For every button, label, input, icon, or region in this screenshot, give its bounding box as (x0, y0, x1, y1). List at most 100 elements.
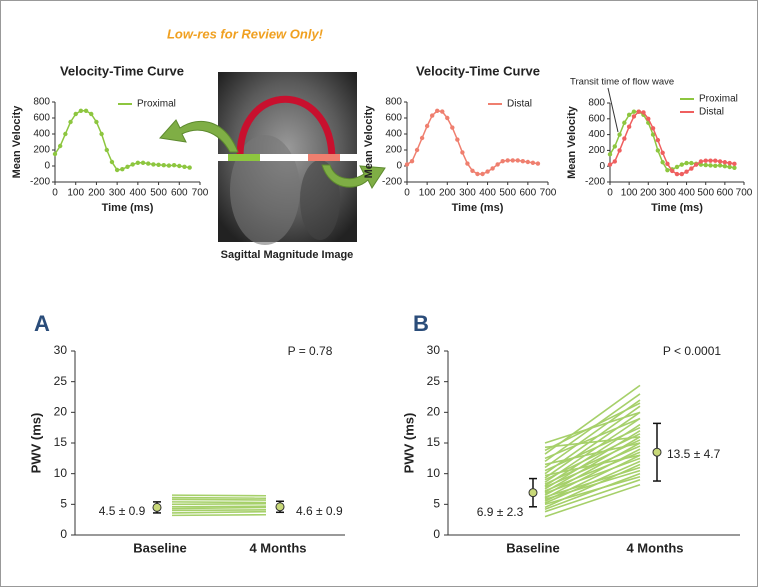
data-point (99, 131, 104, 137)
data-point (689, 160, 694, 166)
data-point (684, 169, 689, 174)
x-tick-label: 400 (678, 188, 695, 199)
x-tick-label: 0 (52, 188, 58, 199)
data-point (490, 166, 495, 171)
data-point (177, 163, 182, 169)
data-point (722, 160, 728, 165)
y-tick-label: 20 (54, 405, 68, 419)
data-point (156, 162, 161, 167)
subject-line (544, 402, 641, 452)
data-point (480, 171, 485, 177)
subject-line (171, 494, 267, 497)
data-point (140, 160, 146, 165)
x-tick-label: Baseline (506, 540, 559, 555)
data-point (445, 115, 450, 121)
data-point (450, 125, 455, 130)
annotation-pointer (607, 87, 619, 133)
y-tick-label: 200 (33, 145, 50, 156)
subject-line (171, 501, 267, 504)
x-tick-label: 200 (88, 188, 105, 199)
data-point (135, 160, 141, 165)
data-point (665, 167, 670, 173)
data-point (708, 163, 713, 168)
y-tick-label: 15 (427, 435, 441, 449)
data-point (612, 159, 617, 164)
x-tick-label: 600 (171, 188, 188, 199)
mri-image (159, 72, 386, 245)
subject-line (544, 454, 641, 477)
x-tick-label: 600 (717, 188, 734, 199)
data-point (187, 165, 192, 170)
data-point (146, 161, 151, 166)
x-tick-label: 0 (607, 188, 613, 199)
data-point (78, 108, 84, 114)
y-tick-label: 0 (433, 527, 440, 541)
data-point (617, 148, 622, 153)
y-tick-label: 600 (385, 113, 402, 124)
subject-line (544, 483, 641, 518)
data-point (455, 137, 460, 142)
data-point (631, 114, 637, 119)
panel-label: B (413, 311, 429, 336)
subject-line (544, 442, 641, 466)
data-point (665, 161, 670, 167)
y-tick-label: 400 (33, 129, 50, 140)
y-tick-label: 400 (385, 129, 402, 140)
y-tick-label: 0 (44, 161, 50, 172)
y-tick-label: 5 (433, 497, 440, 511)
y-tick-label: 200 (385, 145, 402, 156)
data-point (655, 137, 661, 143)
data-point (68, 119, 73, 125)
y-axis-label: Mean Velocity (566, 105, 578, 179)
data-point (622, 136, 627, 141)
y-tick-label: 400 (588, 129, 605, 140)
subject-line (544, 426, 641, 472)
y-tick-label: 30 (54, 343, 68, 357)
value-label: 4.6 ± 0.9 (296, 504, 343, 518)
watermark: Low-res for Review Only! (167, 26, 324, 41)
data-point (717, 163, 723, 168)
series-line (54, 110, 190, 171)
data-point (419, 135, 425, 141)
data-point (732, 161, 737, 167)
data-point (470, 168, 475, 173)
x-tick-label: 100 (419, 188, 436, 199)
y-tick-label: 0 (599, 161, 605, 172)
annotation: P < 0.0001 (663, 344, 721, 358)
subject-line (544, 475, 641, 506)
data-point (73, 111, 78, 117)
data-point (414, 147, 420, 153)
data-point (530, 160, 536, 165)
data-point (679, 171, 684, 177)
x-tick-label: 200 (439, 188, 456, 199)
data-point (109, 159, 115, 165)
data-point (732, 165, 737, 170)
data-point (475, 171, 480, 177)
data-point (409, 159, 415, 164)
subject-line (544, 448, 641, 499)
data-point (500, 159, 505, 164)
data-point (717, 159, 723, 164)
data-point (679, 162, 684, 167)
x-tick-label: 700 (736, 188, 753, 199)
y-tick-label: 25 (54, 374, 68, 388)
data-point (684, 160, 689, 166)
data-point (404, 162, 410, 167)
x-tick-label: 700 (192, 188, 209, 199)
data-point (83, 108, 89, 114)
data-point (89, 111, 94, 117)
y-tick-label: 10 (427, 466, 441, 480)
data-point (607, 152, 613, 157)
y-tick-label: 800 (33, 97, 50, 108)
data-point (495, 162, 500, 167)
data-point (612, 144, 617, 149)
x-tick-label: 300 (659, 188, 676, 199)
data-point (429, 113, 435, 118)
value-label: 4.5 ± 0.9 (99, 504, 146, 518)
data-point (698, 159, 704, 164)
data-point (424, 123, 430, 129)
subject-line (544, 469, 641, 501)
data-point (485, 169, 490, 174)
